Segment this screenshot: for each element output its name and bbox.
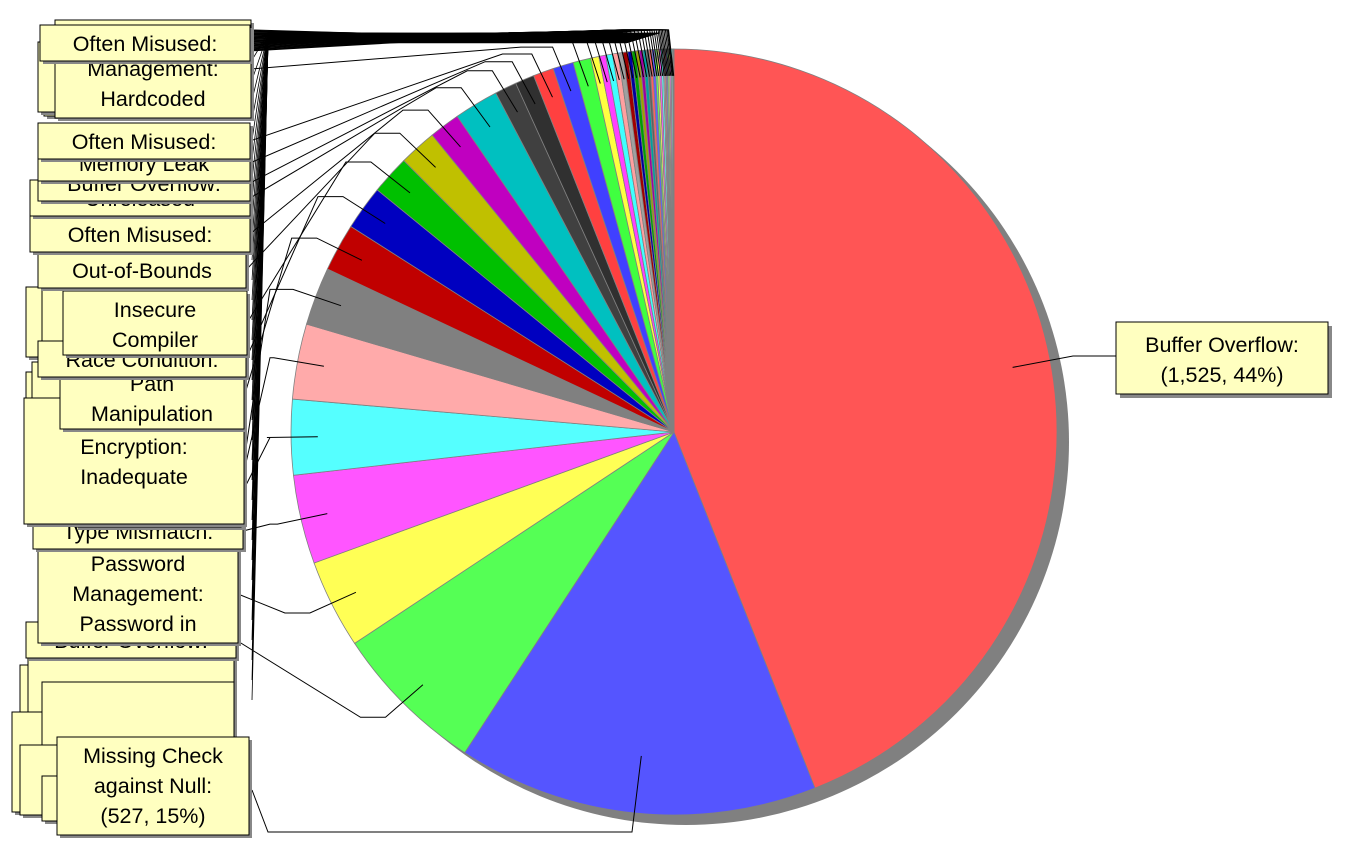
slice-labels: Buffer Overflow: (1,525, 44%) Missing Chec… (11, 19, 1332, 838)
leader-line (237, 591, 357, 614)
leader-line (246, 161, 411, 324)
slice-label-text: Compiler (112, 328, 198, 352)
label-box (37, 251, 247, 289)
slice-label-text: Insecure (114, 298, 196, 322)
leader-line (249, 70, 518, 184)
slice-label-text: Password in (79, 612, 196, 636)
leader-line (251, 755, 642, 833)
label-clip-group: Missing Check against Null: (527, 15%) (83, 744, 223, 828)
label-box (1115, 321, 1329, 395)
pie-slices (290, 48, 1058, 816)
label-box (37, 122, 251, 160)
slice-label-text: Hardcoded (100, 87, 205, 111)
label-clip-group: Often Misused: (72, 130, 217, 154)
slice-label-text: Inadequate (80, 465, 188, 489)
slice-label-text: against Null: (94, 774, 212, 798)
slice-label-text: (1,525, 44%) (1160, 363, 1283, 387)
slice-label-text: Often Misused: (68, 223, 213, 247)
pie-slice (672, 48, 675, 433)
leader-line (243, 237, 363, 398)
leader-line (245, 196, 386, 360)
slice-label-text: Manipulation (91, 402, 213, 426)
slice-label-text: Password (91, 552, 185, 576)
slice-label-text: Encryption: (80, 435, 188, 459)
label-box (39, 24, 251, 62)
slice-label-text: Out-of-Bounds (72, 259, 212, 283)
label-clip-group: Insecure Compiler (112, 298, 198, 352)
leader-line (249, 87, 491, 199)
leader-line (251, 42, 627, 701)
label-clip-group: Often Misused: (68, 223, 213, 247)
leader-line (245, 132, 436, 271)
slice-label-text: Often Misused: (72, 130, 217, 154)
leader-lines (235, 29, 1116, 833)
leader-line (249, 53, 553, 142)
slice-label-text: Often Misused: (73, 32, 218, 56)
slice-label-text: (527, 15%) (100, 804, 205, 828)
label-box (29, 215, 251, 253)
leader-line (1012, 355, 1116, 368)
slice-label-text: Management: (72, 582, 203, 606)
label-box (62, 290, 248, 356)
label-clip-group: Out-of-Bounds (72, 259, 212, 283)
label-box (56, 736, 250, 836)
slice-label-text: Missing Check (83, 744, 223, 768)
label-clip-group: Often Misused: (73, 32, 218, 56)
pie-slice (464, 431, 816, 816)
leader-line (250, 46, 572, 92)
leader-line (235, 639, 424, 718)
leader-line (249, 61, 536, 164)
label-clip-group: Password Management: Password in (72, 552, 203, 636)
pie-slice (354, 431, 675, 754)
leader-line (249, 109, 461, 235)
slice-label-text: Buffer Overflow: (1145, 333, 1299, 357)
label-box (37, 544, 239, 644)
